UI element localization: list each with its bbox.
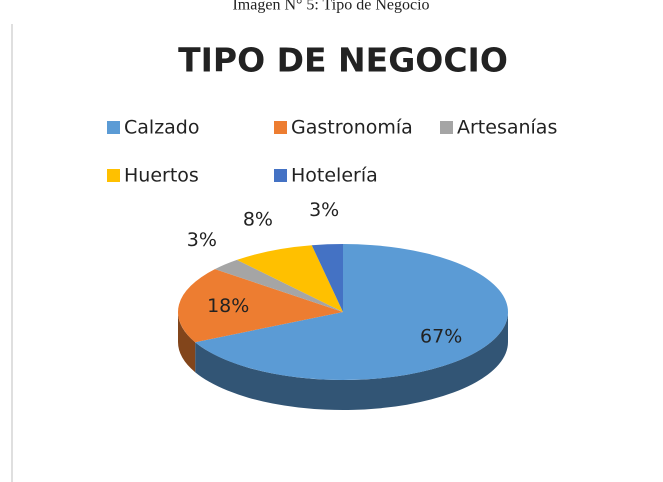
legend-swatch (274, 121, 287, 134)
legend-swatch (107, 121, 120, 134)
data-label: 8% (243, 208, 273, 230)
data-label: 18% (207, 295, 249, 317)
pie-side (178, 312, 196, 373)
pie-slice (214, 259, 343, 312)
data-label: 67% (420, 326, 462, 348)
legend-label: Gastronomía (291, 117, 413, 139)
legend-label: Hotelería (291, 165, 378, 187)
chart-title: TIPO DE NEGOCIO (178, 41, 508, 80)
pie-side (195, 312, 509, 410)
data-label: 3% (187, 229, 217, 251)
legend-swatch (440, 121, 453, 134)
legend-label: Calzado (124, 117, 200, 139)
legend-swatch (274, 169, 287, 182)
pie-slice (177, 269, 343, 343)
data-label: 3% (309, 199, 339, 221)
legend-label: Huertos (124, 165, 199, 187)
caption: Imagen N° 5: Tipo de Negocio (232, 0, 429, 14)
pie-slice (311, 244, 343, 312)
legend-label: Artesanías (457, 117, 557, 139)
pie-slice (236, 245, 343, 312)
legend-swatch (107, 169, 120, 182)
pie-slice (195, 244, 509, 380)
